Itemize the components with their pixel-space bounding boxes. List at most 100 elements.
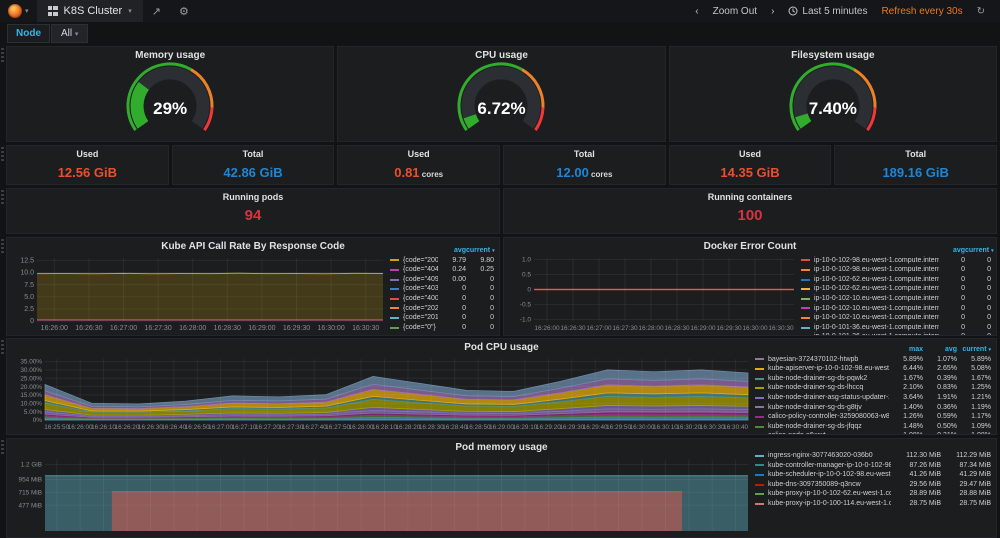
legend-series-name[interactable]: kube-proxy-ip-10-0-100-114.eu-west-1.com… [768, 499, 891, 507]
row-handle[interactable] [1, 239, 4, 253]
legend-series-name[interactable]: kube-node-drainer-sg-ds-jfqqz [768, 422, 862, 430]
panel-title[interactable]: Used [76, 149, 99, 159]
svg-text:16:30:30: 16:30:30 [352, 325, 379, 332]
pod-memory-chart[interactable]: 477 MiB 715 MiB 954 MiB 1.2 GiB [11, 455, 752, 535]
legend-series-name[interactable]: {code="201"} [403, 314, 438, 322]
row-handle[interactable] [1, 48, 4, 62]
legend-series-name[interactable]: {code="400"} [403, 294, 438, 302]
svg-text:16:29:20: 16:29:20 [536, 424, 561, 431]
legend-series-name[interactable]: ip-10-0-102-98.eu-west-1.compute.interna… [814, 266, 939, 274]
legend-column-header[interactable]: current ▾ [962, 345, 991, 353]
legend-value: 1.21% [971, 393, 991, 401]
panel-title[interactable]: Pod CPU usage [464, 342, 539, 353]
row-handle[interactable] [1, 440, 4, 454]
panel-title[interactable]: Running containers [707, 192, 793, 202]
legend-series-name[interactable]: kube-node-drainer-sg-ds-lhccq [768, 384, 864, 392]
legend-value: 1.67% [903, 374, 923, 382]
svg-text:25.00%: 25.00% [20, 375, 42, 382]
docker-error-legend: avg current ▾ ip-10-0-102-98.eu-west-1.com… [801, 246, 994, 335]
legend-series-name[interactable]: ip-10-0-101-36.eu-west-1.compute.interna… [814, 323, 939, 331]
variable-node-value-dropdown[interactable]: All ▾ [51, 24, 89, 43]
time-range-picker[interactable]: Last 5 minutes [781, 6, 874, 17]
grafana-menu[interactable]: ▾ [0, 0, 37, 22]
pod-cpu-chart[interactable]: 0% 5.00% 10.00% 15.00% 20.00% 25.00% 30.00% 35.… [11, 355, 752, 432]
panel-title[interactable]: Used [739, 149, 762, 159]
legend-series-name[interactable]: calico-node-s6wwt [768, 431, 889, 434]
legend-series-name[interactable]: kube-proxy-ip-10-0-102-62.eu-west-1.comp… [768, 490, 891, 498]
legend-series-name[interactable]: kube-node-drainer-sg-ds-g8tjv [768, 403, 862, 411]
legend-value: 0 [490, 314, 494, 322]
legend-column-header[interactable]: avg [944, 346, 957, 353]
legend-series-name[interactable]: ip-10-0-102-62.eu-west-1.compute.interna… [814, 275, 939, 283]
panel-title[interactable]: Total [242, 149, 264, 159]
svg-text:16:30:40: 16:30:40 [723, 424, 748, 431]
legend-series-name[interactable]: ip-10-0-101-36.eu-west-1.compute.interna… [814, 332, 939, 335]
legend-value: 0 [490, 275, 494, 283]
legend-series-name[interactable]: ingress-nginx-3077463020-036b0 [768, 452, 873, 459]
legend-value: 29.56 MiB [909, 480, 941, 488]
legend-series-name[interactable]: ip-10-0-102-62.eu-west-1.compute.interna… [814, 285, 939, 293]
docker-error-chart[interactable]: -1.0 -0.5 0 0.5 1.0 16:26:00 16:26:30 16:27:00 1… [508, 254, 798, 333]
legend-series-name[interactable]: kube-node-drainer-sg-ds-pqwk2 [768, 374, 868, 382]
legend-series-name[interactable]: ip-10-0-102-10.eu-west-1.compute.interna… [814, 314, 939, 322]
panel-title[interactable]: Pod memory usage [455, 442, 548, 453]
panel-title[interactable]: CPU usage [475, 50, 528, 61]
legend-swatch-icon [390, 307, 399, 310]
panel-title[interactable]: Docker Error Count [703, 241, 797, 252]
panel-title[interactable]: Memory usage [135, 50, 206, 61]
row-handle[interactable] [1, 190, 4, 204]
panel-title[interactable]: Filesystem usage [791, 50, 875, 61]
legend-column-header[interactable]: current ▾ [466, 246, 495, 254]
row-handle[interactable] [1, 147, 4, 161]
legend-series-name[interactable]: kube-controller-manager-ip-10-0-102-98.e… [768, 461, 891, 469]
refresh-button[interactable]: ↻ [970, 6, 992, 17]
legend-value: 0 [987, 285, 991, 293]
legend-value: 0 [987, 256, 991, 264]
panel-docker-error-count: Docker Error Count -1.0 -0.5 0 0.5 1.0 16:26:… [503, 237, 997, 336]
svg-text:16:30:30: 16:30:30 [700, 424, 725, 431]
dashboard-picker[interactable]: K8S Cluster ▾ [36, 0, 143, 22]
legend-series-name[interactable]: ip-10-0-102-98.eu-west-1.compute.interna… [814, 256, 939, 264]
legend-series-name[interactable]: {code="409"} [403, 275, 438, 283]
legend-column-header[interactable]: avg [952, 247, 965, 254]
share-button[interactable]: ↗ [143, 0, 170, 22]
legend-value: 2.10% [903, 384, 923, 392]
panel-title[interactable]: Total [573, 149, 595, 159]
legend-series-name[interactable]: calico-policy-controller-3259080063-w87b… [768, 413, 889, 421]
cpu-usage-gauge [426, 61, 576, 142]
legend-swatch-icon [390, 326, 399, 329]
legend-series-name[interactable]: ip-10-0-102-10.eu-west-1.compute.interna… [814, 304, 939, 312]
panel-title[interactable]: Kube API Call Rate By Response Code [161, 241, 345, 252]
legend-series-name[interactable]: kube-node-drainer-asg-status-updater-227… [768, 393, 889, 401]
legend-series-name[interactable]: kube-apiserver-ip-10-0-102-98.eu-west-1.… [768, 365, 889, 373]
legend-series-name[interactable]: kube-scheduler-ip-10-0-102-98.eu-west-1.… [768, 471, 891, 479]
legend-series-name[interactable]: {code="200"} [403, 256, 438, 264]
refresh-interval-picker[interactable]: Refresh every 30s [881, 5, 963, 17]
legend-series-name[interactable]: {code="403"} [403, 285, 438, 293]
time-shift-back-button[interactable]: ‹ [695, 5, 699, 17]
panel-title[interactable]: Total [905, 149, 927, 159]
legend-series-name[interactable]: {code="404"} [403, 266, 438, 274]
legend-value: 0.25 [480, 266, 494, 274]
zoom-out-button[interactable]: Zoom Out [712, 5, 758, 17]
legend-row: kube-dns-3097350089-q3ncw 29.56 MiB 29.47 … [755, 480, 991, 490]
row-handle[interactable] [1, 340, 4, 354]
kube-api-chart[interactable]: 0 2.5 5.0 7.5 10.0 12.5 16:26:00 16:26:30 16:27:… [11, 254, 387, 333]
legend-column-header[interactable]: avg [453, 247, 466, 254]
panel-title[interactable]: Used [407, 149, 430, 159]
legend-series-name[interactable]: {code="0"} [403, 323, 436, 331]
legend-series-name[interactable]: ip-10-0-102-10.eu-west-1.compute.interna… [814, 294, 939, 302]
legend-column-header[interactable]: max [908, 346, 923, 353]
legend-column-header[interactable]: current ▾ [965, 246, 994, 254]
settings-button[interactable]: ⚙ [170, 0, 198, 22]
navbar: ▾ K8S Cluster ▾ ↗ ⚙ ‹ Zoom Out › Last 5 … [0, 0, 1000, 22]
panel-title[interactable]: Running pods [222, 192, 284, 202]
legend-series-name[interactable]: bayesian-3724370102-htwpb [768, 355, 859, 363]
legend-value: 0 [965, 332, 991, 335]
legend-series-name[interactable]: {code="202"} [403, 304, 438, 312]
svg-text:16:29:30: 16:29:30 [716, 325, 742, 332]
time-shift-forward-button[interactable]: › [771, 5, 775, 17]
svg-text:16:27:10: 16:27:10 [232, 424, 257, 431]
legend-series-name[interactable]: kube-dns-3097350089-q3ncw [768, 480, 861, 488]
svg-text:16:30:00: 16:30:00 [317, 325, 344, 332]
